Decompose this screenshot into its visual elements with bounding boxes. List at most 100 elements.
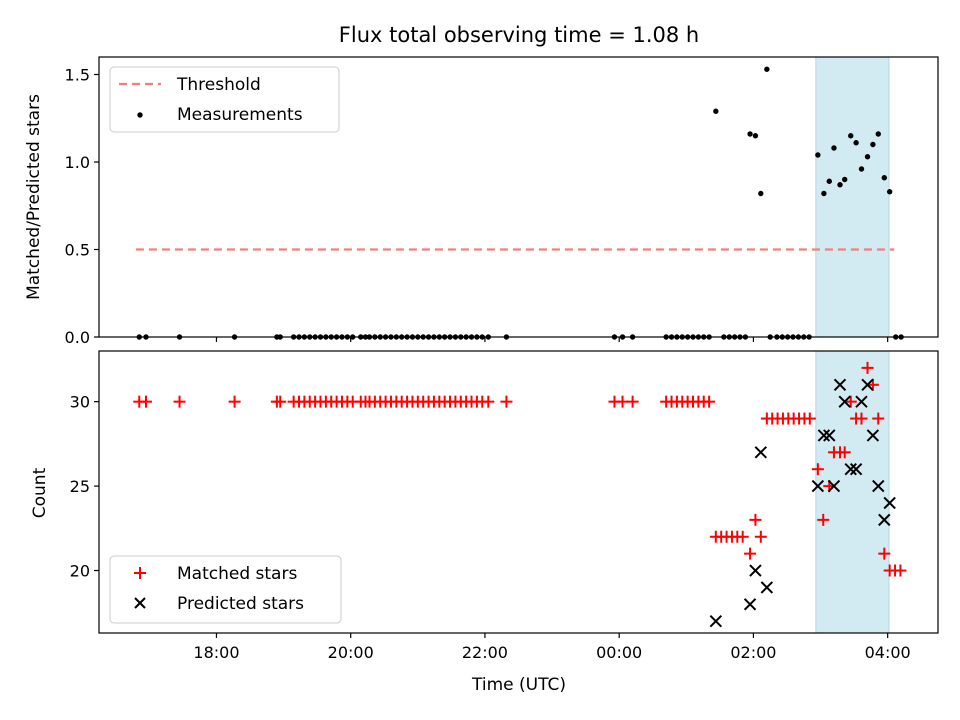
matched-stars-point — [173, 395, 186, 408]
ratio-y-ticks: 0.0 0.5 1.0 1.5 — [65, 66, 99, 347]
count-legend-box — [109, 555, 342, 624]
count-x-ticks: 18:00 20:00 22:00 00:00 02:00 04:00 — [193, 633, 911, 662]
legend-measurements-label: Measurements — [177, 105, 303, 125]
measurements-point — [815, 152, 821, 158]
ratio-axes-frame — [98, 56, 939, 338]
measurements-point — [821, 190, 827, 197]
observing-span-bottom — [815, 350, 890, 634]
matched-stars-point — [744, 547, 757, 560]
x-tick-label: 02:00 — [730, 643, 776, 662]
matched-stars-point — [754, 530, 767, 543]
measurements-point — [853, 140, 859, 146]
predicted-stars-point — [743, 598, 757, 611]
legend-predicted-label: Predicted stars — [177, 594, 304, 614]
x-tick-label: 22:00 — [462, 643, 508, 662]
count-points — [133, 361, 907, 628]
predicted-stars-point — [811, 479, 825, 493]
x-axis-label: Time (UTC) — [471, 675, 566, 695]
count-legend: Matched stars Predicted stars — [109, 555, 342, 624]
ratio-points — [136, 66, 904, 340]
matched-stars-point — [749, 513, 762, 526]
matched-stars-point — [872, 412, 885, 425]
matched-stars-point — [626, 395, 639, 408]
chart-title: Flux total observing time = 1.08 h — [339, 23, 699, 47]
matched-stars-point — [500, 395, 513, 408]
ratio-x-ticks — [215, 337, 889, 342]
measurements-point — [881, 175, 888, 181]
predicted-stars-point — [883, 496, 896, 510]
matched-stars-point — [878, 547, 891, 560]
matched-stars-point — [703, 395, 716, 408]
matched-stars-point — [838, 446, 851, 459]
y-tick-label: 1.5 — [65, 66, 90, 85]
count-panel: 20 25 30 18:00 20:00 22:00 00:00 02:00 04:00 Co… — [30, 350, 939, 695]
predicted-stars-point — [709, 614, 723, 628]
predicted-stars-point — [861, 378, 874, 391]
measurements-point — [870, 141, 876, 148]
predicted-stars-point — [866, 429, 880, 442]
legend-threshold-label: Threshold — [176, 75, 261, 95]
matched-stars-point — [861, 361, 874, 374]
measurements-point — [858, 166, 865, 172]
predicted-stars-point — [838, 395, 851, 408]
count-axes-frame — [98, 350, 939, 634]
y-tick-label: 20 — [70, 562, 90, 581]
measurements-point — [864, 154, 871, 160]
ratio-legend-box — [109, 66, 340, 133]
measurements-point — [842, 176, 848, 183]
measurements-point — [886, 189, 893, 195]
matched-stars-point — [803, 412, 816, 425]
observing-span-top — [815, 56, 890, 338]
matched-stars-point — [817, 513, 830, 526]
count-y-label: Count — [30, 467, 50, 518]
predicted-stars-point — [855, 395, 868, 408]
x-tick-label: 04:00 — [865, 643, 911, 662]
matched-stars-point — [894, 564, 907, 577]
predicted-stars-point — [760, 581, 774, 594]
matched-stars-point — [855, 412, 868, 425]
x-tick-label: 00:00 — [596, 643, 642, 662]
matched-stars-point — [228, 395, 241, 408]
predicted-stars-point — [833, 378, 847, 391]
legend-matched-swatch — [134, 567, 146, 579]
matched-stars-point — [482, 395, 495, 408]
legend-predicted-swatch — [134, 597, 146, 609]
matched-stars-point — [616, 395, 629, 408]
legend-matched-label: Matched stars — [177, 564, 297, 584]
y-tick-label: 25 — [70, 477, 90, 496]
matched-stars-point — [736, 530, 749, 543]
x-tick-label: 18:00 — [193, 643, 239, 662]
measurements-point — [752, 133, 759, 139]
measurements-point — [831, 145, 837, 151]
x-tick-label: 20:00 — [328, 643, 374, 662]
matched-stars-point — [274, 395, 287, 408]
predicted-stars-point — [844, 462, 857, 476]
predicted-stars-point — [878, 513, 891, 527]
measurements-point — [837, 182, 843, 188]
y-tick-label: 0.0 — [65, 328, 90, 347]
y-tick-label: 30 — [70, 393, 90, 412]
ratio-legend: Threshold Measurements — [109, 66, 340, 133]
predicted-stars-point — [754, 446, 768, 459]
ratio-panel: 0.0 0.5 1.0 1.5 Matched/Predicted stars Thr… — [24, 56, 939, 347]
predicted-stars-point — [827, 479, 841, 493]
predicted-stars-point — [817, 429, 831, 442]
y-tick-label: 0.5 — [65, 241, 90, 260]
predicted-stars-point — [849, 462, 863, 476]
measurements-point — [875, 131, 881, 137]
measurements-point — [758, 190, 764, 197]
matched-stars-point — [139, 395, 152, 408]
count-y-ticks: 20 25 30 — [70, 393, 99, 581]
measurements-point — [826, 178, 832, 184]
predicted-stars-point — [872, 479, 885, 493]
measurements-point — [713, 108, 719, 114]
predicted-stars-point — [823, 429, 836, 442]
matched-stars-point — [844, 395, 857, 408]
y-tick-label: 1.0 — [65, 153, 90, 172]
measurements-point — [764, 66, 770, 72]
predicted-stars-point — [749, 564, 762, 577]
measurements-point — [747, 131, 753, 137]
measurements-point — [848, 133, 854, 139]
legend-measurements-swatch — [137, 112, 143, 118]
